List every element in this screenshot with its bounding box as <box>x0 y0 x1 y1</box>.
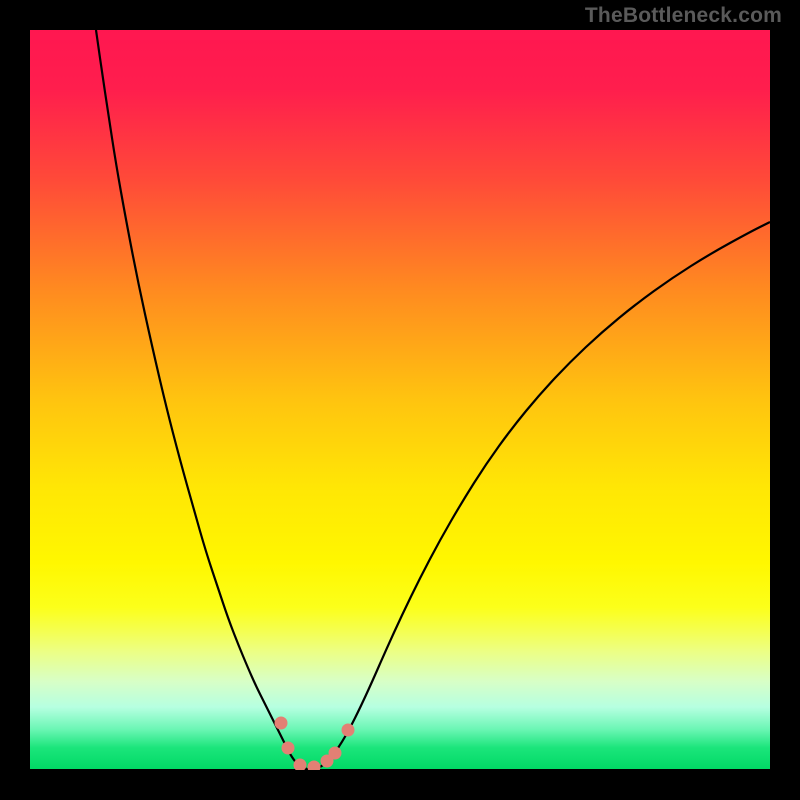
marker-point <box>308 761 320 770</box>
marker-point <box>275 717 287 729</box>
marker-point <box>282 742 294 754</box>
marker-point <box>329 747 341 759</box>
right-curve <box>310 222 770 770</box>
plot-area <box>30 30 770 770</box>
marker-point <box>294 759 306 770</box>
watermark: TheBottleneck.com <box>585 4 782 28</box>
left-curve <box>96 30 310 770</box>
curve-overlay <box>30 30 770 770</box>
chart-frame: TheBottleneck.com <box>0 0 800 800</box>
marker-point <box>342 724 354 736</box>
